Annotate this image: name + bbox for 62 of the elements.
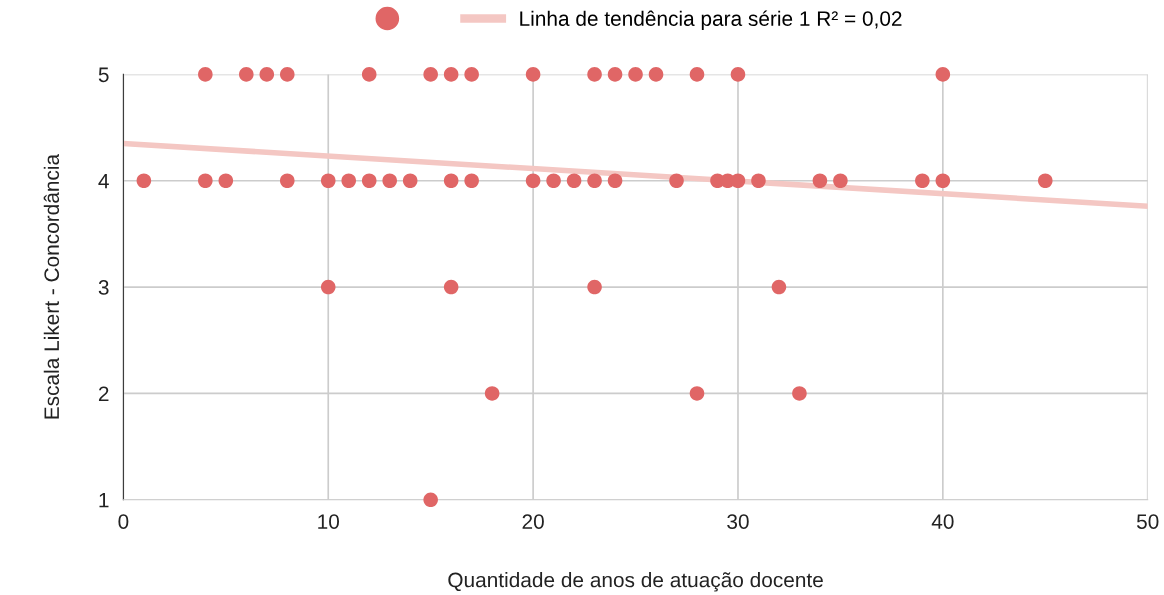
point [279,67,295,82]
x-tick-label: 0 [118,514,129,529]
point [198,173,213,189]
point [423,67,438,82]
legend-label: Linha de tendência para série 1 R² = 0,02 [520,10,902,31]
point [320,279,336,295]
point [525,67,541,82]
point [935,67,951,82]
x-tick-label: 30 [727,514,749,529]
point [443,279,459,295]
point [136,173,152,189]
point [607,173,623,189]
point [443,173,459,189]
x-tick-label: 10 [318,514,340,529]
point [361,173,377,189]
point [689,67,705,82]
point [546,173,561,189]
point [587,67,602,82]
point [1037,173,1053,189]
point [361,67,377,82]
point [730,67,746,82]
point [464,67,479,82]
point [689,386,705,401]
x-axis-title: Quantidade de anos de atuação docente [448,572,823,592]
point [792,386,807,401]
point [382,173,397,189]
x-tick-label: 40 [931,514,954,529]
point [771,279,787,295]
point [218,173,234,189]
point [935,173,951,189]
y-tick-label: 4 [98,173,109,189]
point [607,67,623,82]
point [239,67,254,82]
point [587,279,602,295]
point [812,173,828,189]
point [628,67,643,82]
point [915,173,930,189]
point [648,67,664,82]
point [751,173,766,189]
point [484,386,500,401]
point [587,173,602,189]
point [341,173,357,189]
point [259,67,275,82]
y-tick-label: 2 [98,386,109,401]
y-axis-title: Escala Likert - Concordância [43,153,60,419]
point [730,173,746,189]
point [320,173,336,189]
point [669,173,684,189]
point [525,173,541,189]
point [566,173,582,189]
point [833,173,848,189]
x-tick-label: 50 [1136,514,1159,529]
point [423,492,438,508]
y-tick-label: 1 [99,493,109,508]
point [279,173,295,189]
y-tick-label: 3 [98,280,109,295]
point [464,173,479,189]
point [443,67,459,82]
point [198,67,213,82]
y-tick-label: 5 [98,67,109,83]
x-tick-label: 20 [522,514,544,529]
point [402,173,418,189]
